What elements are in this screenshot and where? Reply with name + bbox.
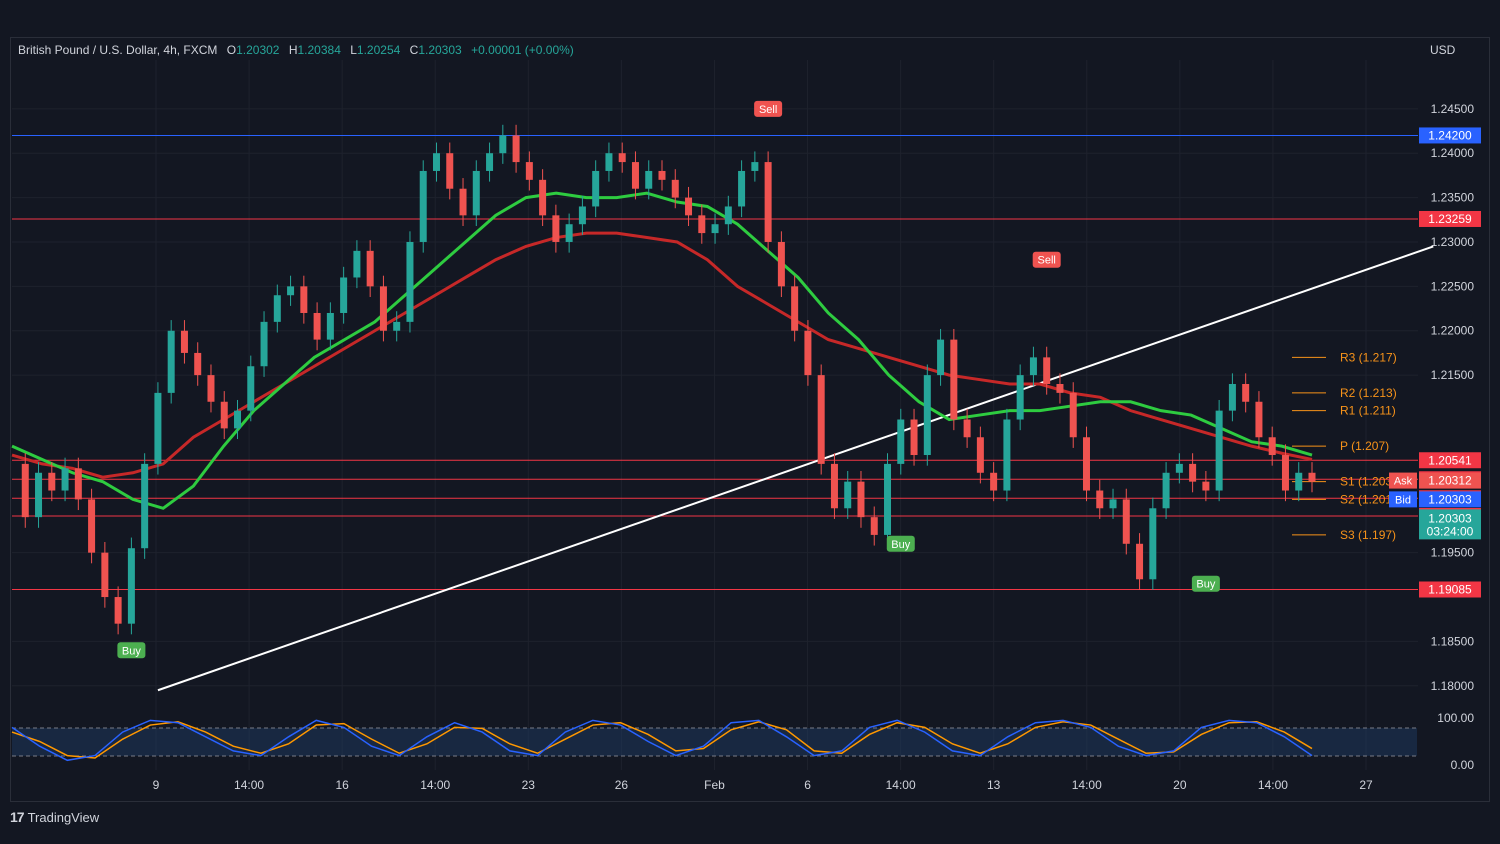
close-value: 1.20303 <box>418 43 462 57</box>
open-value: 1.20302 <box>236 43 280 57</box>
currency-label: USD <box>1430 43 1456 57</box>
close-label: C <box>409 43 419 57</box>
chart-frame[interactable] <box>10 37 1490 802</box>
low-label: L <box>350 43 357 57</box>
open-label: O <box>226 43 237 57</box>
tradingview-logo-icon: 17 <box>10 809 25 825</box>
symbol-title: British Pound / U.S. Dollar, 4h, FXCM <box>18 43 218 57</box>
symbol-header: British Pound / U.S. Dollar, 4h, FXCM O1… <box>18 43 574 57</box>
tradingview-name: TradingView <box>27 809 100 825</box>
high-value: 1.20384 <box>297 43 341 57</box>
high-label: H <box>288 43 298 57</box>
low-value: 1.20254 <box>356 43 401 57</box>
tradingview-brand[interactable]: 17 TradingView <box>10 809 99 825</box>
change-value: +0.00001 (+0.00%) <box>471 43 574 57</box>
